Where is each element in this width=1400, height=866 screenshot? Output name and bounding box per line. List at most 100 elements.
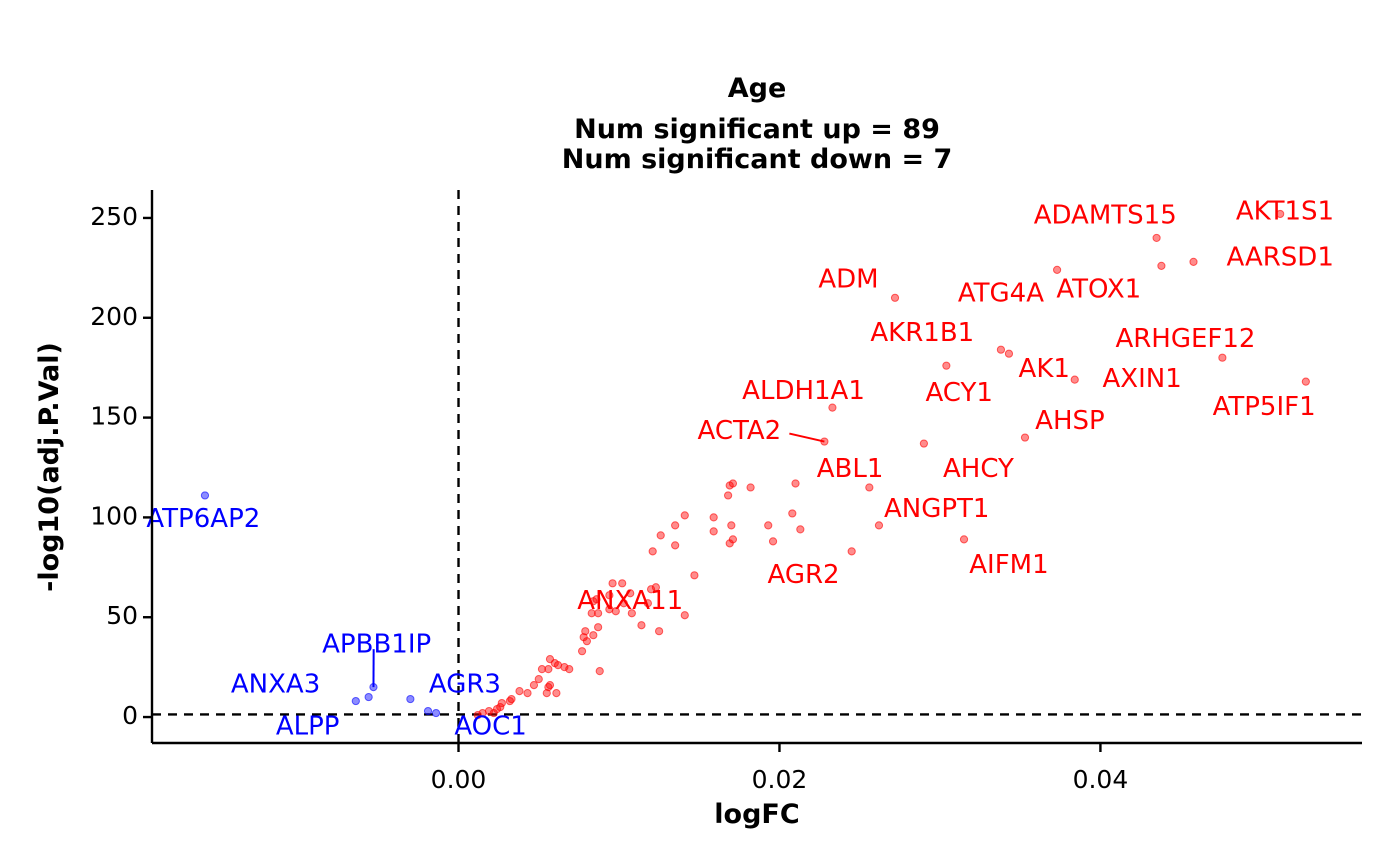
down-point: [200, 491, 210, 500]
up-point: [643, 599, 652, 608]
x-tick-label: 0.00: [431, 765, 487, 794]
up-point: [1189, 257, 1198, 266]
up-point: [552, 688, 561, 698]
point-label: AHSP: [1035, 406, 1105, 436]
up-point: [542, 688, 551, 698]
up-point: [680, 511, 689, 520]
up-point: [768, 537, 778, 546]
point-label: ADM: [818, 264, 878, 294]
up-point: [544, 683, 553, 692]
up-point: [1152, 233, 1161, 243]
up-point: [764, 521, 773, 530]
up-point: [582, 637, 591, 646]
up-point: [655, 627, 664, 636]
up-point: [587, 609, 596, 618]
y-tick-label: 50: [106, 601, 138, 630]
up-point: [489, 708, 498, 718]
point-label: ACTA2: [698, 416, 782, 446]
y-tick-label: 0: [122, 701, 138, 730]
up-point: [618, 579, 627, 588]
point-label: ANXA3: [231, 670, 320, 700]
up-point: [605, 591, 614, 600]
point-label: ADAMTS15: [1034, 200, 1177, 230]
axes: 0 50 100 150 200 250 0.00 0.02 0.04: [90, 190, 1362, 794]
up-point: [727, 521, 736, 530]
up-point: [577, 647, 587, 656]
up-point: [791, 479, 800, 488]
up-point: [874, 521, 884, 530]
up-point: [611, 607, 620, 616]
down-point: [364, 692, 373, 702]
up-point: [589, 631, 598, 640]
down-point: [431, 708, 441, 718]
up-point: [608, 579, 617, 588]
up-point: [595, 667, 604, 676]
up-point: [724, 491, 733, 500]
up-point: [1070, 375, 1079, 384]
up-point: [996, 345, 1006, 354]
up-point: [560, 663, 569, 672]
up-point: [1218, 353, 1227, 362]
point-label: AARSD1: [1226, 242, 1333, 272]
x-axis-title: logFC: [714, 799, 799, 830]
up-point: [1020, 433, 1030, 442]
x-tick-label: 0.02: [752, 765, 808, 794]
up-point: [473, 710, 482, 720]
up-point: [671, 521, 680, 530]
point-label: ATOX1: [1056, 274, 1141, 304]
y-tick-label: 100: [90, 501, 138, 530]
up-point: [529, 681, 539, 690]
point-label: AXIN1: [1103, 364, 1182, 394]
up-point: [847, 547, 856, 556]
up-point: [1004, 349, 1014, 358]
up-point: [626, 589, 635, 598]
chart-subtitle-down: Num significant down = 7: [562, 144, 953, 175]
up-point: [725, 481, 734, 490]
up-point: [796, 525, 805, 534]
up-point: [637, 621, 646, 630]
point-label: ATP6AP2: [146, 504, 260, 534]
up-point: [1301, 377, 1310, 386]
up-point: [865, 483, 874, 492]
point-label: AGR3: [429, 670, 501, 700]
point-label: ARHGEF12: [1115, 324, 1255, 354]
up-point: [942, 361, 951, 370]
point-label: ALPP: [276, 712, 340, 742]
up-point: [788, 509, 797, 518]
down-point: [406, 694, 415, 704]
down-point: [423, 706, 433, 716]
up-point: [537, 665, 547, 674]
up-point: [478, 708, 487, 718]
label-leader-line: [789, 432, 825, 443]
point-label: AOC1: [454, 712, 527, 742]
point-label: ATG4A: [958, 278, 1044, 308]
y-axis-title: -log10(adj.P.Val): [34, 342, 65, 592]
point-label: ANGPT1: [884, 494, 990, 524]
up-point: [565, 665, 574, 674]
chart-title: Age: [728, 73, 787, 104]
data-points: [200, 209, 1310, 720]
y-tick-label: 250: [90, 202, 138, 231]
point-label: AHCY: [943, 454, 1014, 484]
x-tick-label: 0.04: [1073, 765, 1129, 794]
up-point: [581, 627, 590, 636]
threshold-lines: [152, 190, 1362, 743]
point-label: AK1: [1019, 354, 1070, 384]
up-point: [515, 686, 524, 696]
up-point: [544, 665, 553, 674]
up-point: [709, 513, 718, 522]
up-point: [651, 583, 660, 592]
up-point: [890, 293, 900, 302]
up-point: [1157, 261, 1166, 270]
y-tick-label: 200: [90, 302, 138, 331]
up-point: [746, 483, 755, 492]
up-point: [959, 535, 969, 544]
point-label: ALDH1A1: [742, 376, 865, 406]
point-label: ANXA11: [577, 586, 683, 616]
point-label: AKR1B1: [870, 318, 974, 348]
y-tick-label: 150: [90, 402, 138, 431]
up-point: [709, 527, 718, 536]
chart-subtitle-up: Num significant up = 89: [574, 114, 940, 145]
